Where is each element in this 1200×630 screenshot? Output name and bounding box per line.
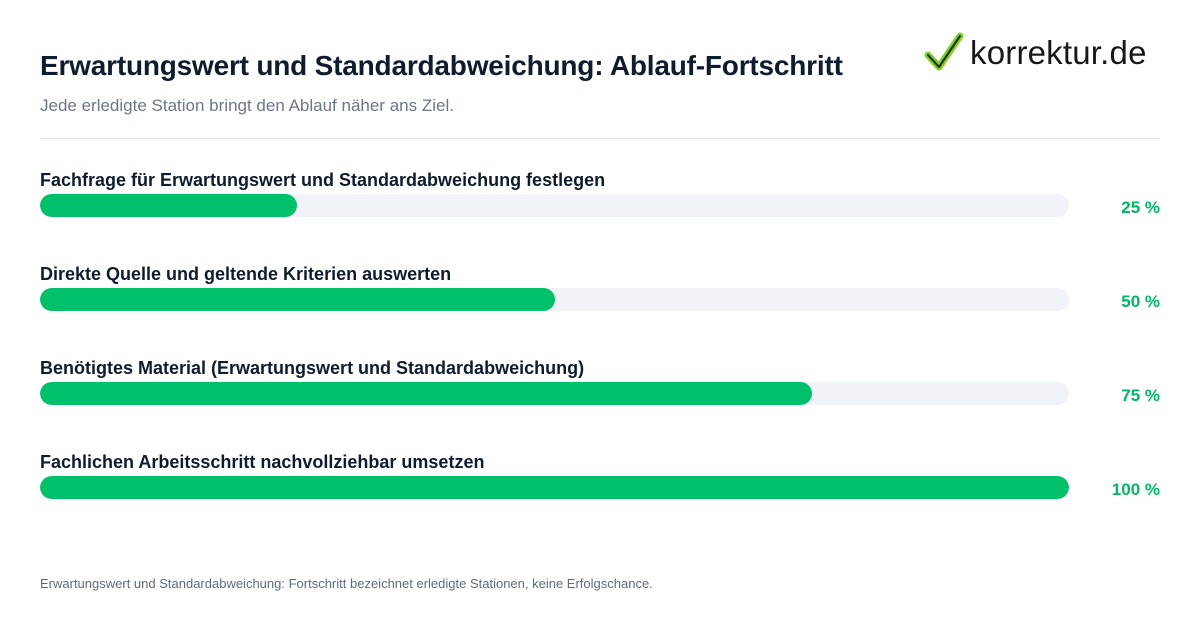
progress-step: Benötigtes Material (Erwartungswert und …	[40, 358, 1160, 418]
header-divider	[40, 138, 1160, 139]
step-label: Benötigtes Material (Erwartungswert und …	[40, 358, 585, 378]
progress-value-label: 100 %	[1111, 480, 1160, 499]
progress-step: Fachlichen Arbeitsschritt nachvollziehba…	[40, 452, 1160, 512]
checkmark-icon	[924, 32, 964, 71]
step-label: Fachfrage für Erwartungswert und Standar…	[40, 170, 606, 190]
step-label: Fachlichen Arbeitsschritt nachvollziehba…	[40, 452, 485, 472]
logo-text: korrektur.de	[970, 34, 1147, 71]
chart-subtitle: Jede erledigte Station bringt den Ablauf…	[40, 96, 454, 115]
step-label: Direkte Quelle und geltende Kriterien au…	[40, 264, 452, 284]
progress-track	[40, 288, 1069, 311]
progress-bar-fill	[40, 476, 1069, 499]
chart-title: Erwartungswert und Standardabweichung: A…	[40, 50, 843, 81]
progress-bar-fill	[40, 382, 812, 405]
progress-step: Fachfrage für Erwartungswert und Standar…	[40, 170, 1160, 230]
progress-bar-fill	[40, 288, 555, 311]
progress-value-label: 25 %	[1121, 198, 1160, 217]
progress-track	[40, 194, 1069, 217]
progress-value-label: 75 %	[1121, 386, 1160, 405]
progress-bar-fill	[40, 194, 298, 217]
progress-step: Direkte Quelle und geltende Kriterien au…	[40, 264, 1160, 324]
footnote: Erwartungswert und Standardabweichung: F…	[40, 576, 653, 591]
progress-track	[40, 476, 1069, 499]
progress-track	[40, 382, 1069, 405]
progress-value-label: 50 %	[1121, 292, 1160, 311]
brand-logo: korrektur.de	[924, 30, 1147, 76]
